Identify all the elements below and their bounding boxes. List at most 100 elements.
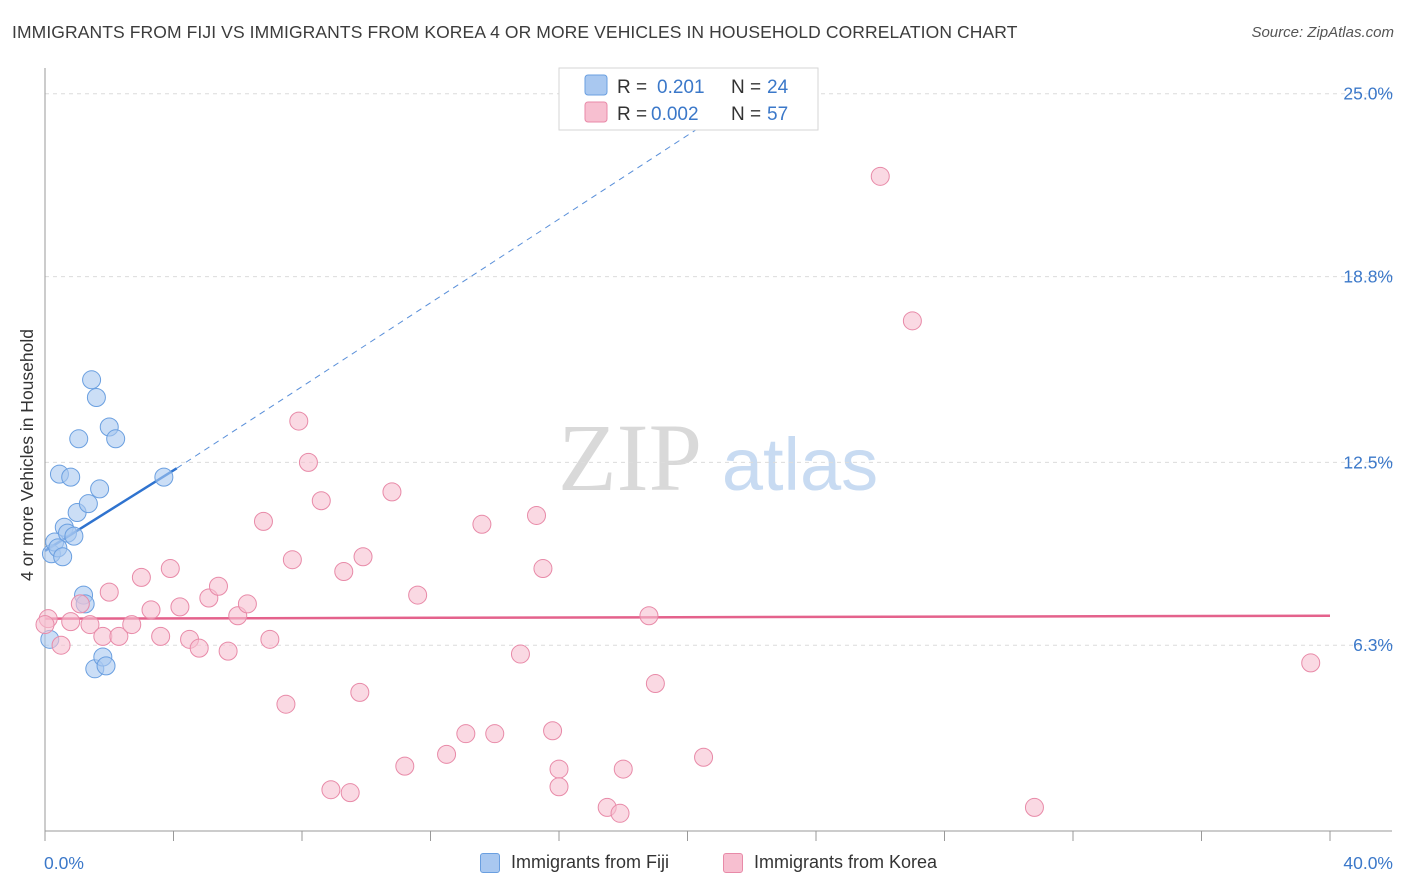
watermark-zip: ZIP bbox=[558, 404, 702, 511]
korea-point bbox=[533, 559, 553, 579]
axes bbox=[44, 68, 1392, 841]
korea-point bbox=[1024, 797, 1044, 817]
legend-swatch-korea bbox=[584, 101, 608, 123]
data-points bbox=[35, 166, 1321, 823]
korea-point bbox=[35, 615, 55, 635]
korea-point bbox=[208, 576, 228, 596]
legend-swatch-korea-bottom bbox=[723, 852, 743, 873]
legend-n-value-fiji: 24 bbox=[767, 77, 789, 98]
korea-point bbox=[437, 744, 457, 764]
korea-point bbox=[527, 505, 547, 525]
legend-n-label-korea: N = bbox=[731, 104, 761, 125]
grid-lines bbox=[45, 93, 1395, 646]
legend-r-value-korea: 0.002 bbox=[651, 104, 699, 125]
fiji-point bbox=[96, 656, 116, 676]
x-tick-label: 40.0% bbox=[1343, 853, 1393, 873]
korea-point bbox=[93, 626, 113, 646]
legend-n-value-korea: 57 bbox=[767, 104, 788, 125]
korea-point bbox=[639, 606, 659, 626]
source-credit: Source: ZipAtlas.com bbox=[1251, 24, 1394, 41]
legend-r-value-fiji: 0.201 bbox=[657, 77, 705, 98]
legend-swatch-fiji-bottom bbox=[480, 852, 500, 873]
trend-lines bbox=[44, 113, 1331, 620]
correlation-legend: R = 0.201 N = 24 R = 0.002 N = 57 bbox=[558, 67, 819, 131]
korea-point bbox=[282, 550, 302, 570]
fiji-point bbox=[78, 494, 98, 514]
korea-point bbox=[645, 674, 665, 694]
y-tick-label: 18.8% bbox=[1343, 267, 1393, 287]
korea-trend-line bbox=[44, 614, 1331, 620]
korea-point bbox=[151, 626, 171, 646]
korea-point bbox=[260, 629, 280, 649]
korea-point bbox=[456, 724, 476, 744]
fiji-point bbox=[106, 429, 126, 449]
korea-point bbox=[549, 777, 569, 797]
fiji-trend-extension bbox=[176, 113, 720, 469]
korea-point bbox=[122, 615, 142, 635]
chart-title: IMMIGRANTS FROM FIJI VS IMMIGRANTS FROM … bbox=[12, 22, 1018, 42]
korea-point bbox=[472, 514, 492, 534]
korea-point bbox=[276, 694, 296, 714]
fiji-point bbox=[61, 467, 81, 487]
legend-n-label-fiji: N = bbox=[731, 77, 761, 98]
korea-point bbox=[131, 567, 151, 587]
y-tick-label: 12.5% bbox=[1343, 452, 1393, 472]
korea-point bbox=[549, 759, 569, 779]
korea-point bbox=[61, 612, 81, 632]
korea-point bbox=[170, 597, 190, 617]
watermark-atlas: atlas bbox=[722, 423, 878, 506]
korea-point bbox=[340, 783, 360, 803]
korea-point bbox=[694, 747, 714, 767]
fiji-point bbox=[82, 370, 102, 390]
tick-labels: 6.3% 12.5% 18.8% 25.0% 0.0% 40.0% bbox=[44, 84, 1393, 873]
korea-point bbox=[289, 411, 309, 431]
korea-point bbox=[350, 682, 370, 702]
korea-point bbox=[141, 600, 161, 620]
korea-point bbox=[408, 585, 428, 605]
x-tick-label: 0.0% bbox=[44, 853, 84, 873]
korea-point bbox=[902, 311, 922, 331]
korea-point bbox=[99, 582, 119, 602]
korea-point bbox=[70, 594, 90, 614]
korea-point bbox=[51, 635, 71, 655]
fiji-point bbox=[69, 429, 89, 449]
korea-point bbox=[218, 641, 238, 661]
korea-point bbox=[311, 491, 331, 511]
korea-point bbox=[510, 644, 530, 664]
y-tick-label: 6.3% bbox=[1353, 635, 1393, 655]
korea-point bbox=[253, 511, 273, 531]
korea-point bbox=[298, 452, 318, 472]
korea-point bbox=[395, 756, 415, 776]
legend-label-korea: Immigrants from Korea bbox=[754, 852, 938, 872]
korea-point bbox=[485, 724, 505, 744]
legend-r-label-korea: R = bbox=[617, 104, 647, 125]
legend-swatch-fiji bbox=[584, 74, 608, 96]
legend-r-label-fiji: R = bbox=[617, 77, 647, 98]
fiji-point bbox=[64, 526, 84, 546]
y-axis-title: 4 or more Vehicles in Household bbox=[17, 329, 37, 581]
fiji-point bbox=[90, 479, 110, 499]
korea-point bbox=[353, 547, 373, 567]
fiji-point bbox=[154, 467, 174, 487]
legend-label-fiji: Immigrants from Fiji bbox=[511, 852, 670, 872]
korea-point bbox=[189, 638, 209, 658]
legend-item-korea[interactable]: Immigrants from Korea bbox=[723, 852, 937, 873]
korea-point bbox=[613, 759, 633, 779]
korea-point bbox=[543, 721, 563, 741]
korea-point bbox=[80, 615, 100, 635]
legend-item-fiji[interactable]: Immigrants from Fiji bbox=[480, 852, 669, 873]
korea-point bbox=[382, 482, 402, 502]
fiji-point bbox=[53, 547, 73, 567]
fiji-point bbox=[86, 387, 106, 407]
korea-point bbox=[870, 166, 890, 186]
korea-point bbox=[1301, 653, 1321, 673]
korea-point bbox=[334, 561, 354, 581]
korea-point bbox=[610, 803, 630, 823]
korea-point bbox=[109, 626, 129, 646]
korea-point bbox=[237, 594, 257, 614]
korea-point bbox=[160, 559, 180, 579]
korea-point bbox=[321, 780, 341, 800]
y-tick-label: 25.0% bbox=[1343, 84, 1393, 104]
series-legend: Immigrants from Fiji Immigrants from Kor… bbox=[0, 850, 1406, 880]
